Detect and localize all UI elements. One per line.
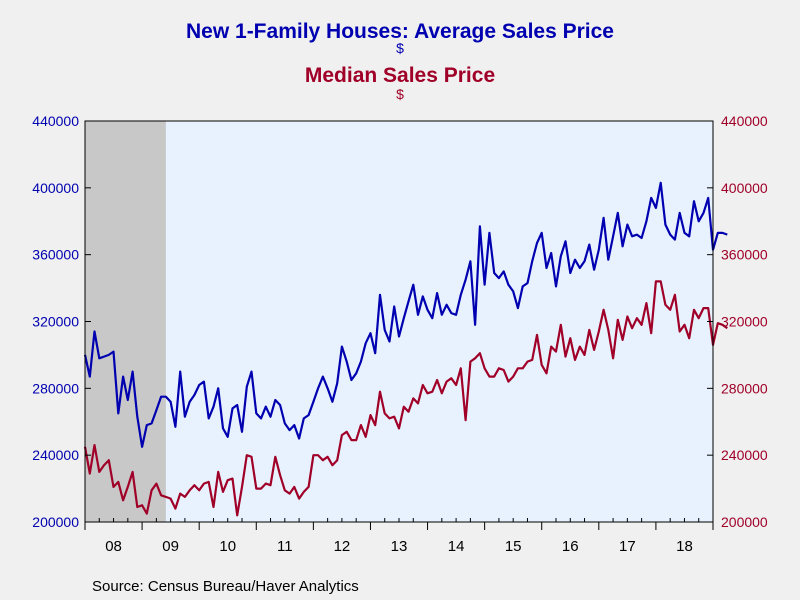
chart-unit-median: $ <box>396 86 404 102</box>
x-tick-label: 13 <box>391 538 408 555</box>
y-tick-label-right: 200000 <box>721 514 768 530</box>
y-tick-label-right: 280000 <box>721 380 768 396</box>
y-tick-label-left: 200000 <box>32 514 79 530</box>
x-tick-label: 10 <box>219 538 236 555</box>
plot-area <box>85 121 713 522</box>
y-tick-label-right: 440000 <box>721 113 768 129</box>
x-tick-label: 18 <box>676 538 693 555</box>
y-tick-label-right: 240000 <box>721 447 768 463</box>
source-note: Source: Census Bureau/Haver Analytics <box>92 578 359 595</box>
x-tick-label: 08 <box>105 538 122 555</box>
y-tick-label-left: 240000 <box>32 447 79 463</box>
y-tick-label-right: 400000 <box>721 180 768 196</box>
x-tick-label: 15 <box>505 538 522 555</box>
x-tick-label: 12 <box>334 538 351 555</box>
chart-unit-average: $ <box>396 40 404 56</box>
series-line-average <box>83 181 728 448</box>
chart-title-median: Median Sales Price <box>304 64 496 87</box>
y-tick-label-left: 440000 <box>32 113 79 129</box>
chart-title-average: New 1-Family Houses: Average Sales Price <box>186 20 614 43</box>
y-tick-label-left: 320000 <box>32 314 79 330</box>
y-tick-label-right: 360000 <box>721 247 768 263</box>
y-tick-label-right: 320000 <box>721 314 768 330</box>
x-tick-label: 17 <box>619 538 636 555</box>
x-tick-label: 11 <box>277 538 293 555</box>
series-line-median <box>83 280 728 517</box>
y-tick-label-left: 400000 <box>32 180 79 196</box>
x-tick-label: 09 <box>162 538 179 555</box>
recession-band <box>85 121 166 522</box>
y-tick-label-left: 280000 <box>32 380 79 396</box>
y-tick-label-left: 360000 <box>32 247 79 263</box>
x-tick-label: 14 <box>448 538 465 555</box>
x-tick-label: 16 <box>562 538 579 555</box>
